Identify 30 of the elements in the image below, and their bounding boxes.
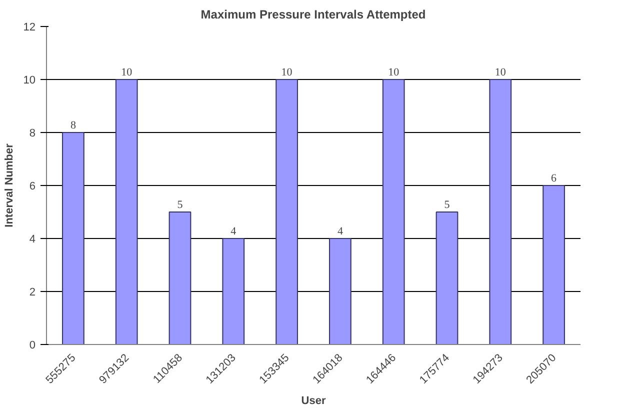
y-tick-label: 4 <box>29 234 36 246</box>
bar <box>62 132 84 344</box>
bar <box>542 185 565 344</box>
bar <box>382 79 405 344</box>
y-tick-label: 2 <box>29 286 36 298</box>
bar <box>222 238 245 344</box>
y-tick-label: 12 <box>23 22 36 34</box>
x-axis-title: User <box>301 395 326 408</box>
y-tick-label: 6 <box>29 180 36 192</box>
data-label: 10 <box>281 66 293 78</box>
bar <box>168 212 192 344</box>
y-tick-label: 10 <box>23 74 36 86</box>
bar <box>115 79 138 344</box>
data-label: 5 <box>177 199 184 211</box>
data-label: 5 <box>444 199 450 211</box>
bar <box>489 79 512 344</box>
data-label: 4 <box>337 226 344 238</box>
bar <box>329 238 352 344</box>
chart-title: Maximum Pressure Intervals Attempted <box>200 8 426 22</box>
y-tick-label: 0 <box>29 340 36 352</box>
data-label: 10 <box>388 66 400 78</box>
data-label: 10 <box>494 66 506 78</box>
data-label: 10 <box>121 66 133 78</box>
bar <box>276 79 298 344</box>
bar <box>436 212 458 344</box>
y-axis-title: Interval Number <box>3 142 16 228</box>
data-label: 4 <box>230 226 237 238</box>
data-label: 6 <box>551 172 558 184</box>
y-tick-label: 8 <box>29 128 36 140</box>
data-label: 8 <box>70 120 76 132</box>
